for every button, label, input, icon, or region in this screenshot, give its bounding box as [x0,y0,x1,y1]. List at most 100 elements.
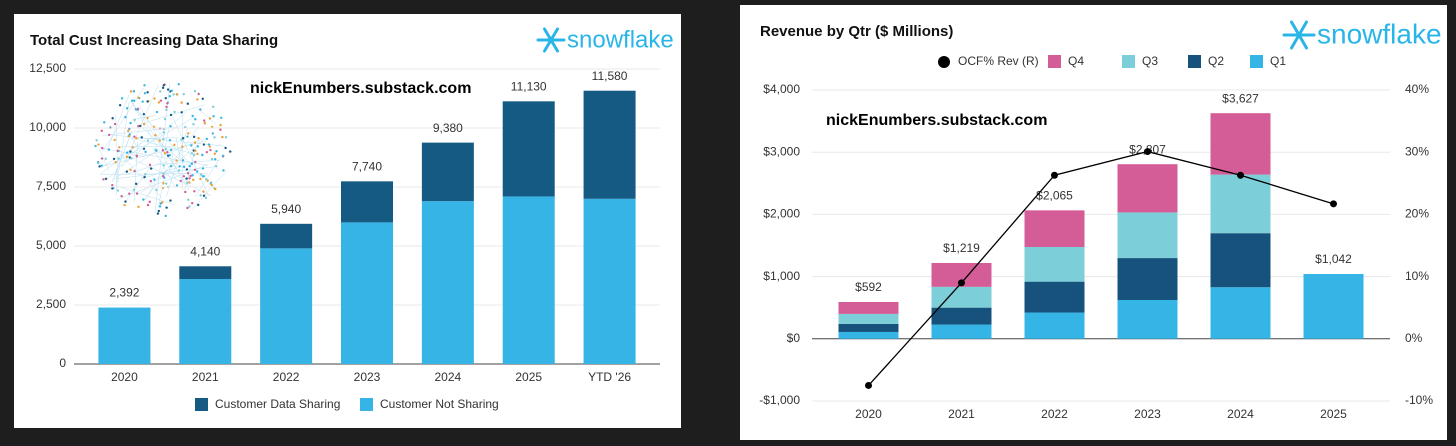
network-node [187,198,190,202]
chart-title: Total Cust Increasing Data Sharing [30,32,278,49]
line-point [865,381,872,389]
network-edge [110,134,225,147]
network-node [103,121,106,124]
network-node [180,138,183,141]
network-node [133,118,136,121]
network-node [155,110,159,114]
network-node [135,136,138,140]
total-label: $3,627 [1222,91,1259,105]
bar-segment [1303,273,1364,339]
network-node [193,141,197,144]
y-tick-label: 5,000 [36,238,66,252]
network-node [162,138,165,141]
network-node [132,188,136,191]
network-node [201,175,205,178]
bar-segment [1210,174,1271,234]
network-node [162,164,165,167]
y-tick-label: -$1,000 [759,393,800,407]
network-node [136,107,140,111]
x-tick-label: 2020 [111,370,138,384]
network-edge [100,142,143,168]
bar-segment [341,222,393,364]
network-node [140,136,143,139]
network-node [199,177,202,181]
network-node [169,113,173,117]
network-node [197,137,200,140]
network-node [199,194,202,197]
x-tick-label: 2021 [948,407,975,421]
network-node [199,108,202,111]
x-tick-label: 2025 [1320,407,1347,421]
network-node [175,159,178,162]
network-node [219,123,222,127]
network-node [149,180,153,183]
y-tick-label: $2,000 [763,207,800,221]
line-point [1237,171,1244,179]
network-edge [154,159,221,165]
network-node [165,105,168,109]
total-label: $1,219 [943,241,980,255]
network-node [146,139,150,142]
network-node [159,99,163,102]
network-node [184,190,187,194]
network-node [181,137,185,140]
network-node [173,143,176,147]
network-node [143,175,146,179]
network-node [100,157,104,160]
network-node [205,150,209,154]
network-node [182,175,186,178]
network-node [130,99,134,102]
network-node [100,129,104,133]
network-node [169,164,173,168]
network-node [180,101,183,104]
network-node [104,157,107,161]
legend-swatch [195,398,208,411]
bar-segment [1210,233,1271,288]
network-node [125,155,129,159]
total-label: 9,380 [433,121,463,135]
legend-label: Q1 [1270,54,1286,68]
total-label: $2,065 [1036,189,1073,203]
network-node [168,154,171,157]
network-node [146,91,149,94]
network-node [152,125,156,129]
right-panel [740,5,1447,440]
network-node [210,183,213,187]
network-edge [138,104,190,190]
network-node [168,95,172,98]
bar-segment [179,279,232,364]
bar-segment [838,313,899,324]
network-edge [133,142,138,203]
network-node [137,205,140,209]
network-node [142,112,146,116]
bar-segment [931,324,992,339]
network-node [188,205,191,208]
network-node [141,100,144,103]
network-node [137,96,140,99]
bar-segment [260,248,313,364]
network-node [164,147,167,151]
network-node [193,168,197,171]
network-edge [172,116,209,196]
network-node [195,170,199,173]
network-node [153,178,156,181]
network-node [102,178,105,181]
bar-segment [421,142,474,202]
network-node [191,114,194,118]
bar-segment [1024,210,1085,247]
network-node [192,123,195,126]
network-node [220,116,223,120]
y-tick-label: 7,500 [36,179,66,193]
legend-label: Q2 [1208,54,1224,68]
network-node [129,150,132,153]
network-node [202,190,205,193]
network-node [143,92,147,95]
network-node [148,200,151,204]
network-node [133,135,136,138]
x-tick-label: 2023 [354,370,381,384]
network-node [172,93,175,96]
network-node [100,164,103,167]
total-label: 11,580 [592,69,628,83]
network-node [211,132,214,135]
network-node [120,97,124,100]
